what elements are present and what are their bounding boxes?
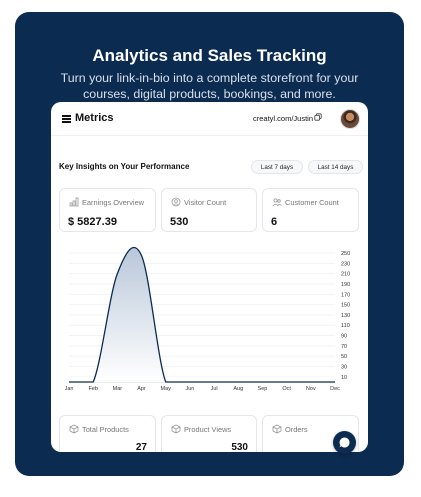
hero-title: Analytics and Sales Tracking xyxy=(92,46,327,65)
stat-card-customers: Customer Count 6 xyxy=(262,188,359,232)
x-tick-label: Dec xyxy=(330,386,340,392)
stat-card-product-views: Product Views 530 xyxy=(161,415,257,452)
stat-label: Orders xyxy=(285,425,308,434)
x-tick-label: Mar xyxy=(113,386,123,392)
y-tick-label: 210 xyxy=(341,272,350,278)
stat-label: Visitor Count xyxy=(184,198,227,207)
metrics-topbar: Metrics creatyl.com/Justin xyxy=(51,102,368,136)
x-tick-label: Aug xyxy=(233,386,243,392)
promo-panel: Analytics and Sales Tracking Turn your l… xyxy=(15,12,404,476)
stat-value: 530 xyxy=(231,442,248,452)
stat-label: Total Products xyxy=(82,425,129,434)
stat-value: $ 5827.39 xyxy=(68,216,117,228)
earnings-area-chart: 10 30 50 70 90 110 130 150 170 190 210 230 250 Jan Feb… xyxy=(65,247,350,392)
y-tick-label: 130 xyxy=(341,313,350,319)
series-area xyxy=(69,247,335,382)
visitor-icon xyxy=(171,197,181,207)
x-tick-label: Nov xyxy=(306,386,316,392)
stat-value: 27 xyxy=(135,442,147,452)
metrics-card: Metrics creatyl.com/Justin Key Insights … xyxy=(51,102,368,452)
y-tick-label: 170 xyxy=(341,292,350,298)
page-title: Metrics xyxy=(75,112,114,124)
hero-subtitle: Turn your link-in-bio into a complete st… xyxy=(60,71,359,101)
bar-chart-icon xyxy=(69,197,79,207)
hamburger-icon[interactable] xyxy=(62,115,71,123)
y-tick-label: 50 xyxy=(341,354,347,360)
stat-card-earnings: Earnings Overview $ 5827.39 xyxy=(59,188,156,232)
y-tick-label: 30 xyxy=(341,365,347,371)
x-tick-label: Feb xyxy=(88,386,97,392)
series-line xyxy=(68,247,335,383)
orders-icon xyxy=(272,424,282,434)
profile-link[interactable]: creatyl.com/Justin xyxy=(253,114,314,123)
chat-bubble-icon xyxy=(339,437,350,448)
avatar[interactable] xyxy=(340,109,360,129)
insights-title: Key Insights on Your Performance xyxy=(59,162,190,171)
x-tick-label: Oct xyxy=(282,386,291,392)
x-tick-label: Sep xyxy=(258,386,268,392)
views-icon xyxy=(171,424,181,434)
range-last-14-days[interactable]: Last 14 days xyxy=(308,160,363,174)
chat-button[interactable] xyxy=(333,431,356,454)
range-last-7-days[interactable]: Last 7 days xyxy=(251,160,303,174)
y-tick-label: 230 xyxy=(341,261,350,267)
x-tick-label: Jan xyxy=(65,386,74,392)
y-tick-label: 70 xyxy=(341,344,347,350)
y-tick-label: 150 xyxy=(341,303,350,309)
stat-label: Product Views xyxy=(184,425,232,434)
x-tick-label: Jul xyxy=(211,386,218,392)
stat-card-visitors: Visitor Count 530 xyxy=(161,188,257,232)
stat-value: 6 xyxy=(271,216,278,228)
x-tick-label: May xyxy=(161,386,172,392)
y-tick-label: 190 xyxy=(341,282,350,288)
y-tick-label: 10 xyxy=(341,375,347,381)
stat-value: 530 xyxy=(170,216,189,228)
stat-card-total-products: Total Products 27 xyxy=(59,415,156,452)
stat-label: Customer Count xyxy=(285,198,339,207)
x-tick-label: Apr xyxy=(137,386,146,392)
product-icon xyxy=(69,424,79,434)
customer-icon xyxy=(272,198,282,207)
copy-icon[interactable] xyxy=(314,113,322,121)
y-tick-label: 110 xyxy=(341,323,350,329)
x-tick-label: Jun xyxy=(185,386,194,392)
y-tick-label: 90 xyxy=(341,334,347,340)
y-tick-label: 250 xyxy=(341,251,350,257)
stat-label: Earnings Overview xyxy=(82,198,145,207)
